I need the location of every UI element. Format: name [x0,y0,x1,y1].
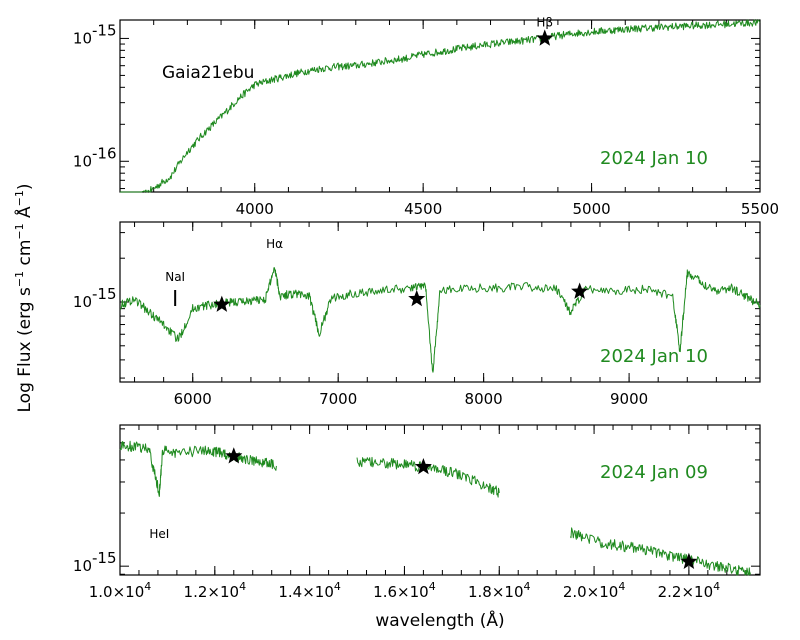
x-tick-mantissa: 1.0×10 [89,583,145,601]
line-label: Hα [266,237,283,251]
line-label: NaI [165,270,185,284]
y-axis-title-prefix: Log Flux (erg s [15,287,35,412]
y-tick-label: 10 [73,152,92,170]
x-tick-exponent: 4 [618,580,625,593]
x-tick-label: 7000 [319,390,357,408]
x-axis-title: wavelength (Å) [375,609,504,631]
x-tick-mantissa: 2.0×10 [563,583,619,601]
x-tick-label: 4000 [236,200,274,218]
y-tick-label: 10 [73,557,92,575]
y-axis-title-exp3: −1 [13,190,26,206]
object-name: Gaia21ebu [162,63,254,83]
x-tick-label: 8000 [465,390,503,408]
x-tick-exponent: 4 [334,580,341,593]
x-tick-exponent: 4 [524,580,531,593]
panel-bottom-frame [119,424,761,576]
panel-top-frame [119,19,761,193]
x-tick-mantissa: 1.6×10 [373,583,429,601]
line-label: HeI [149,527,169,541]
star-marker [680,552,698,569]
panel-middle-date-label: 2024 Jan 10 [600,346,708,367]
x-tick-mantissa: 1.4×10 [278,583,334,601]
y-axis-title-cm: cm [15,240,35,271]
y-tick-label: 10 [73,293,92,311]
panel-middle: 6000 7000 8000 9000 10 -15 NaI Hα 2024 Jan 10 [73,221,761,408]
x-tick-label: 4500 [404,200,442,218]
star-marker [571,282,589,299]
y-tick-exponent: -15 [92,21,117,39]
x-tick-exponent: 4 [429,580,436,593]
y-axis-title-suffix: ) [15,184,35,191]
star-marker [414,457,432,475]
star-marker [225,447,243,464]
panel-bottom-spectrum-segment [119,440,277,497]
y-axis-title-exp1: −1 [13,271,26,287]
x-tick-label: 9000 [610,390,648,408]
y-axis-title: Log Flux (erg s−1 cm−1 Å−1) [13,184,35,413]
star-marker [536,29,554,46]
star-marker [213,295,231,312]
x-tick-label: 1.6×104 [373,580,436,601]
x-tick-mantissa: 1.2×10 [184,583,240,601]
y-tick-exponent: -15 [92,285,117,303]
y-tick-exponent: -15 [92,549,117,567]
x-tick-label: 1.2×104 [184,580,247,601]
panel-bottom-spectrum-segment [356,456,500,498]
panel-bottom-date-label: 2024 Jan 09 [600,462,708,483]
y-tick-exponent: -16 [92,144,117,162]
x-tick-label: 2.2×104 [658,580,721,601]
x-tick-label: 5000 [572,200,610,218]
marker-label: Hβ [536,15,553,29]
y-axis-title-angstrom: Å [13,206,35,223]
x-tick-exponent: 4 [239,580,246,593]
panel-bottom: 1.0×104 1.2×104 1.4×104 1.6×104 1.8×104 2.0×1… [73,424,761,601]
x-tick-label: 1.4×104 [278,580,341,601]
y-axis-title-exp2: −1 [13,223,26,239]
x-tick-label: 5500 [741,200,779,218]
panel-top-spectrum [120,19,761,193]
panel-middle-spectrum [119,267,761,373]
x-tick-label: 1.0×104 [89,580,152,601]
star-marker [408,289,426,307]
x-tick-mantissa: 1.8×10 [468,583,524,601]
x-tick-label: 1.8×104 [468,580,531,601]
x-tick-mantissa: 2.2×10 [658,583,714,601]
x-tick-label: 6000 [174,390,212,408]
x-tick-label: 2.0×104 [563,580,626,601]
x-tick-exponent: 4 [713,580,720,593]
x-tick-exponent: 4 [144,580,151,593]
panel-bottom-spectrum-segment [569,527,751,576]
panel-top-date-label: 2024 Jan 10 [600,148,708,169]
y-tick-label: 10 [73,29,92,47]
